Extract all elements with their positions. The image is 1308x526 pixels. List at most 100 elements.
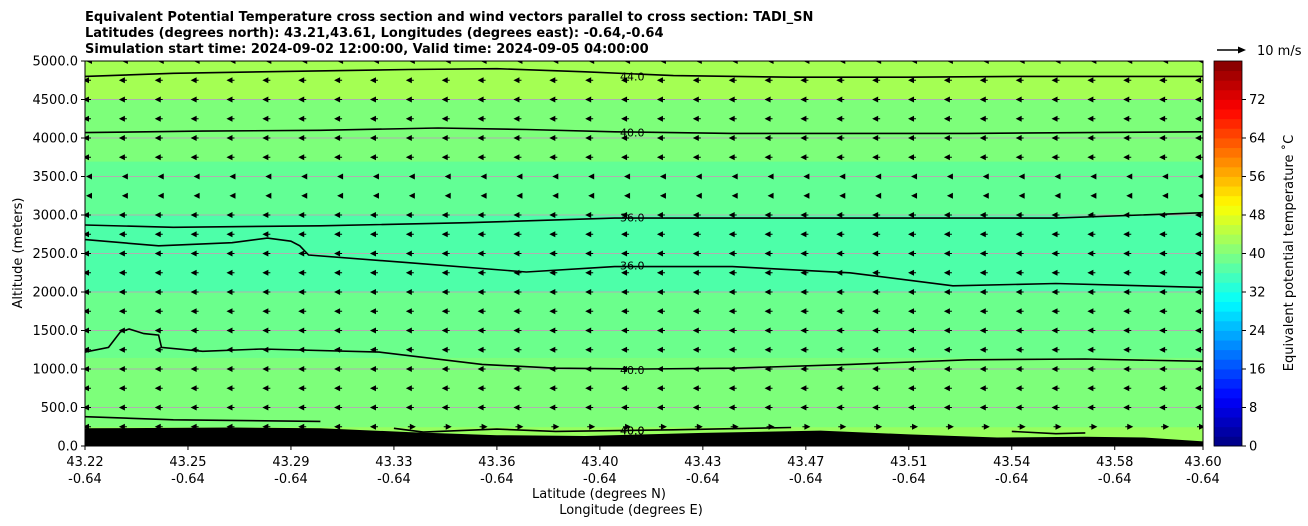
wind-vector	[1123, 404, 1132, 411]
wind-vector	[979, 96, 988, 103]
wind-vector	[1054, 192, 1061, 199]
wind-vector	[1123, 135, 1132, 141]
wind-vector	[656, 250, 665, 257]
wind-vector	[588, 173, 595, 180]
wind-vector	[803, 192, 810, 199]
wind-vector	[800, 366, 809, 372]
wind-vector	[479, 423, 488, 430]
wind-vector	[369, 269, 378, 276]
wind-vector	[730, 423, 739, 430]
wind-vector	[549, 77, 558, 84]
wind-vector	[1015, 231, 1024, 238]
colorbar-segment	[1214, 320, 1242, 331]
wind-vector	[441, 77, 450, 84]
wind-vector	[692, 135, 701, 141]
wind-vector	[656, 115, 665, 122]
wind-vector	[1123, 366, 1132, 372]
wind-vector	[480, 192, 487, 199]
wind-vector	[229, 61, 236, 64]
wind-vector	[1126, 192, 1133, 199]
colorbar-segment	[1214, 426, 1242, 437]
contour-36-0-3	[85, 237, 1203, 289]
wind-vector	[549, 96, 558, 103]
wind-vector	[405, 96, 414, 103]
wind-vector	[1015, 250, 1024, 257]
wind-vector	[226, 404, 235, 411]
wind-vector	[1087, 289, 1096, 295]
wind-vector	[441, 385, 450, 392]
colorbar-segment	[1214, 166, 1242, 177]
wind-vector	[372, 61, 379, 64]
wind-vector	[695, 173, 702, 180]
wind-vector	[659, 192, 666, 199]
wind-vector	[1123, 346, 1132, 353]
wind-vector	[193, 173, 200, 180]
wind-vector	[369, 154, 378, 161]
wind-vector	[1123, 212, 1132, 218]
wind-vector	[226, 250, 235, 257]
wind-vector	[1125, 423, 1134, 430]
wind-vector	[800, 346, 809, 353]
wind-vector	[1015, 366, 1024, 372]
wind-vector	[262, 346, 271, 353]
wind-vector	[979, 77, 988, 84]
wind-vector	[731, 61, 738, 64]
wind-vector	[800, 212, 809, 218]
wind-vector	[656, 96, 665, 103]
wind-vector	[477, 77, 486, 84]
wind-vector	[1090, 192, 1097, 199]
wind-vector	[1159, 77, 1168, 84]
wind-vector	[549, 327, 558, 334]
wind-vector	[767, 173, 774, 180]
wind-vector	[621, 385, 630, 392]
wind-vector	[441, 212, 450, 218]
colorbar-segment	[1214, 70, 1242, 81]
contour-label-4: 40.0	[620, 364, 645, 377]
wind-vector	[1051, 250, 1060, 257]
wind-vector	[728, 289, 737, 295]
colorbar-segment	[1214, 109, 1242, 120]
wind-vector	[1159, 404, 1168, 411]
wind-vector	[444, 192, 451, 199]
contour-44-0-0	[85, 67, 1203, 78]
wind-vector	[513, 289, 522, 295]
wind-vector	[943, 115, 952, 122]
wind-vector	[444, 173, 451, 180]
wind-vector	[190, 231, 199, 238]
wind-vector	[908, 346, 917, 353]
wind-vector	[695, 61, 702, 64]
wind-vector	[334, 289, 343, 295]
colorbar-tick-label-7: 56	[1249, 170, 1266, 185]
wind-vector	[585, 346, 594, 353]
wind-vector	[85, 96, 91, 103]
wind-vector	[118, 212, 127, 218]
colorbar-segment	[1214, 407, 1242, 418]
wind-vector	[979, 289, 988, 295]
wind-vector	[85, 346, 91, 353]
wind-vector	[513, 269, 522, 276]
wind-vector	[585, 385, 594, 392]
wind-vector	[118, 231, 127, 238]
colorbar-tick-label-5: 40	[1249, 247, 1266, 262]
wind-vector	[298, 385, 307, 392]
colorbar-label: Equivalent potential temperature ˚C	[1281, 135, 1297, 371]
wind-vector	[1087, 135, 1096, 141]
x-tick-lon-5: -0.64	[583, 472, 617, 487]
wind-vector	[477, 308, 486, 315]
wind-vector	[85, 269, 91, 276]
wind-vector	[656, 154, 665, 161]
wind-vector	[85, 423, 91, 430]
contour-40-0-1	[85, 127, 1203, 135]
wind-vector	[190, 308, 199, 315]
wind-vector	[585, 212, 594, 218]
wind-vector	[943, 327, 952, 334]
wind-vector	[1087, 366, 1096, 372]
colorbar-segment	[1214, 224, 1242, 235]
wind-vector	[405, 308, 414, 315]
wind-vector	[441, 154, 450, 161]
wind-vector	[872, 385, 881, 392]
y-axis: 0.0 500.0 1000.0 1500.0 2000.0 2500.0 3000.0 35…	[33, 55, 85, 455]
wind-vector	[190, 96, 199, 103]
wind-vector	[800, 289, 809, 295]
x-tick-lat-1: 43.25	[169, 455, 206, 470]
